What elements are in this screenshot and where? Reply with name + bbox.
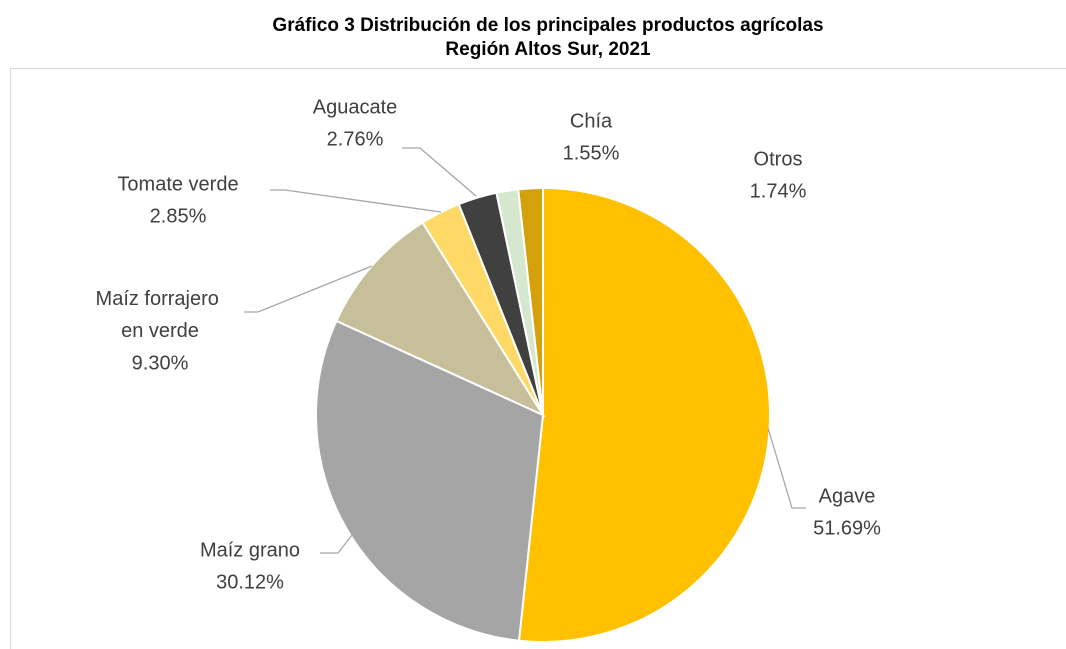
pie-slice — [315, 319, 545, 642]
slice-label: Tomate verde — [117, 173, 238, 195]
leader-line — [402, 147, 477, 197]
slice-label: Agave — [819, 485, 876, 507]
chart-title: Gráfico 3 Distribución de los principale… — [272, 15, 823, 36]
pie-slice — [517, 186, 771, 643]
chart-subtitle: Región Altos Sur, 2021 — [445, 39, 651, 60]
pie-slice — [517, 186, 544, 416]
slice-label: Chía — [570, 110, 613, 132]
slice-value-label: 2.76% — [327, 128, 384, 150]
leader-line — [320, 529, 357, 554]
slice-label: Otros — [754, 148, 803, 170]
slice-value-label: 30.12% — [216, 571, 284, 593]
leader-line — [244, 265, 373, 313]
slice-value-label: 9.30% — [132, 352, 189, 374]
leader-line — [270, 189, 442, 213]
slice-value-label: 1.74% — [750, 180, 807, 202]
label-line: en verde — [121, 320, 199, 342]
slice-value-label: 2.85% — [150, 205, 207, 227]
slice-label: Maíz grano — [200, 539, 300, 561]
pie-slice — [335, 221, 546, 418]
slice-value-label: 51.69% — [813, 517, 881, 539]
slice-value-label: 1.55% — [563, 142, 620, 164]
slice-label: Aguacate — [313, 96, 398, 118]
slice-label: Maíz forrajero en verde — [96, 288, 225, 342]
leader-line — [767, 427, 806, 509]
label-line: Maíz forrajero — [96, 288, 225, 310]
chart-frame — [10, 68, 1066, 649]
